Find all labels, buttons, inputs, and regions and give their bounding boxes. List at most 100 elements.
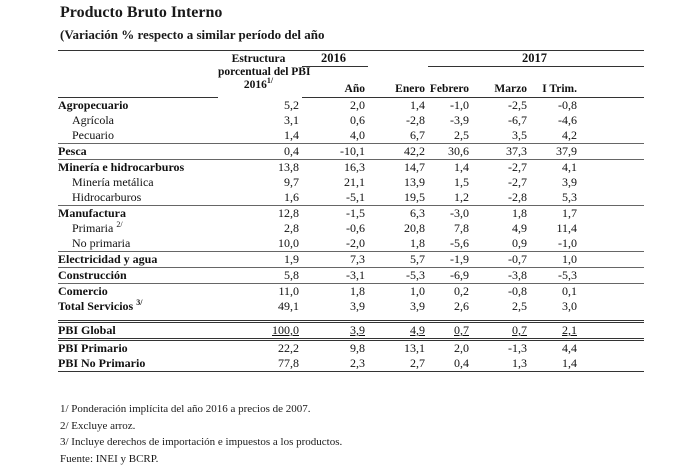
cell-value: 0,6 xyxy=(302,113,368,128)
cell-value-text: 4,9 xyxy=(410,323,425,337)
structure-header-line2: porcentual del PBI xyxy=(218,66,311,78)
row-label: Minería e hidrocarburos xyxy=(58,159,218,175)
cell-value-text: 5,2 xyxy=(284,97,299,112)
cell-value-text: 1,9 xyxy=(284,252,299,266)
cell-value-text: 0,4 xyxy=(284,144,299,158)
table-row: Primaria 2/2,8 -0,6 20,8 7,8 4,9 11,4 xyxy=(58,221,644,236)
cell-value-text: 5,3 xyxy=(562,190,577,204)
cell-value-text: -5,3 xyxy=(558,268,577,282)
row-label: Total Servicios 3/ xyxy=(58,299,218,314)
cell-value: 0,4 xyxy=(218,143,302,160)
cell-value: 2,5 xyxy=(472,299,530,314)
table-row: Construcción 5,8 -3,1 -5,3 -6,9 -3,8 -5,3 xyxy=(58,267,644,284)
cell-value-text: -2,7 xyxy=(508,160,527,174)
row-label-text: PBI No Primario xyxy=(58,356,146,370)
cell-value-text: 1,8 xyxy=(410,236,425,250)
cell-value: 16,3 xyxy=(302,159,368,175)
table-row: Minería e hidrocarburos 13,8 16,3 14,7 1,4 -2… xyxy=(58,159,644,175)
cell-value-text: 4,4 xyxy=(562,341,577,355)
cell-value-text: -4,6 xyxy=(558,113,577,127)
cell-value-text: 1,5 xyxy=(454,175,469,189)
cell-value-text: 1,4 xyxy=(410,98,425,112)
cell-value-text: -3,0 xyxy=(450,206,469,220)
row-label-text: Construcción xyxy=(58,268,127,282)
cell-value: -2,7 xyxy=(472,159,530,175)
cell-value-text: 2,5 xyxy=(454,128,469,142)
table-row: Agrícola 3,1 0,6 -2,8 -3,9 -6,7 -4,6 xyxy=(58,113,644,128)
row-label: Manufactura xyxy=(58,205,218,221)
cell-value: 4,9 xyxy=(472,221,530,236)
table-row: Manufactura 12,8 -1,5 6,3 -3,0 1,8 1,7 xyxy=(58,205,644,221)
cell-value-text: 1,0 xyxy=(410,284,425,298)
cell-value: -1,0 xyxy=(530,236,580,252)
row-label-text: Minería e hidrocarburos xyxy=(58,160,185,174)
cell-value: 3,9 xyxy=(302,320,368,340)
table-row: Electricidad y agua 1,9 7,3 5,7 -1,9 -0,7 1,0 xyxy=(58,251,644,268)
cell-value: -2,7 xyxy=(472,175,530,190)
row-label: Pesca xyxy=(58,143,218,160)
cell-value: 5,7 xyxy=(368,251,428,268)
cell-value: 2,0 xyxy=(302,98,368,114)
cell-value-text: -5,6 xyxy=(450,236,469,250)
cell-value-text: 2,0 xyxy=(454,341,469,355)
row-label: Hidrocarburos xyxy=(58,190,218,206)
cell-value-text: 49,1 xyxy=(278,299,299,313)
cell-value-text: 1,4 xyxy=(284,128,299,142)
col-itrim: I Trim. xyxy=(530,82,580,98)
cell-value: 1,5 xyxy=(428,175,472,190)
cell-value: 0,7 xyxy=(472,320,530,340)
cell-value: -0,7 xyxy=(472,251,530,268)
cell-value: -0,8 xyxy=(530,98,580,114)
table-row: Hidrocarburos 1,6 -5,1 19,5 1,2 -2,8 5,3 xyxy=(58,190,644,206)
cell-value: 13,8 xyxy=(218,159,302,175)
cell-value-text: 0,2 xyxy=(454,284,469,298)
cell-value: 2,6 xyxy=(428,299,472,314)
row-label: Comercio xyxy=(58,283,218,299)
cell-value: 3,9 xyxy=(368,299,428,314)
col-anio: Año xyxy=(302,82,368,98)
cell-value-text: 1,3 xyxy=(512,356,527,370)
cell-value-text: 9,8 xyxy=(350,341,365,355)
cell-value: 0,4 xyxy=(428,356,472,372)
cell-value: 49,1 xyxy=(218,299,302,314)
cell-value-text: 3,0 xyxy=(562,299,577,313)
cell-value-text: -0,8 xyxy=(558,98,577,112)
cell-value: 1,2 xyxy=(428,190,472,206)
cell-value-text: -0,8 xyxy=(508,284,527,298)
gdp-table: Estructura porcentual del PBI 20161/ 201… xyxy=(58,50,644,372)
table-row: Agropecuario 5,2 2,0 1,4 -1,0 -2,5 -0,8 xyxy=(58,98,644,114)
cell-value-text: -2,7 xyxy=(508,175,527,189)
table-row: Minería metálica 9,7 21,1 13,9 1,5 -2,7 3,9 xyxy=(58,175,644,190)
cell-value: 6,3 xyxy=(368,205,428,221)
cell-value-text: 2,6 xyxy=(454,299,469,313)
row-label: Electricidad y agua xyxy=(58,251,218,268)
row-label: Pecuario xyxy=(58,128,218,144)
cell-value-text: 4,2 xyxy=(562,128,577,142)
cell-value: -3,9 xyxy=(428,113,472,128)
cell-value-text: -1,0 xyxy=(450,98,469,112)
cell-value: 3,1 xyxy=(218,113,302,128)
footnote-2: 2/ Excluye arroz. xyxy=(60,419,136,432)
cell-value: 4,9 xyxy=(368,320,428,340)
cell-value-text: 13,9 xyxy=(404,175,425,189)
cell-value: 11,4 xyxy=(530,221,580,236)
table-row: PBI No Primario 77,8 2,3 2,7 0,4 1,3 1,4 xyxy=(58,356,644,372)
cell-value: 3,5 xyxy=(472,128,530,144)
cell-value: 3,9 xyxy=(302,299,368,314)
cell-value: 19,5 xyxy=(368,190,428,206)
cell-value: 42,2 xyxy=(368,143,428,160)
cell-value: -3,1 xyxy=(302,267,368,284)
table-row: PBI Primario 22,2 9,8 13,1 2,0 -1,3 4,4 xyxy=(58,338,644,356)
structure-header: Estructura porcentual del PBI 20161/ xyxy=(218,50,310,98)
cell-value: -5,3 xyxy=(530,267,580,284)
cell-value: -5,3 xyxy=(368,267,428,284)
cell-value: -1,0 xyxy=(428,98,472,114)
cell-value: 4,4 xyxy=(530,338,580,356)
row-label-text: Agropecuario xyxy=(58,98,129,112)
cell-value-text: 21,1 xyxy=(344,175,365,189)
cell-value-text: 3,5 xyxy=(512,128,527,142)
cell-value-text: -1,5 xyxy=(346,206,365,220)
row-label-text: Agrícola xyxy=(72,113,114,127)
row-label: PBI No Primario xyxy=(58,356,218,372)
cell-value: 4,1 xyxy=(530,159,580,175)
